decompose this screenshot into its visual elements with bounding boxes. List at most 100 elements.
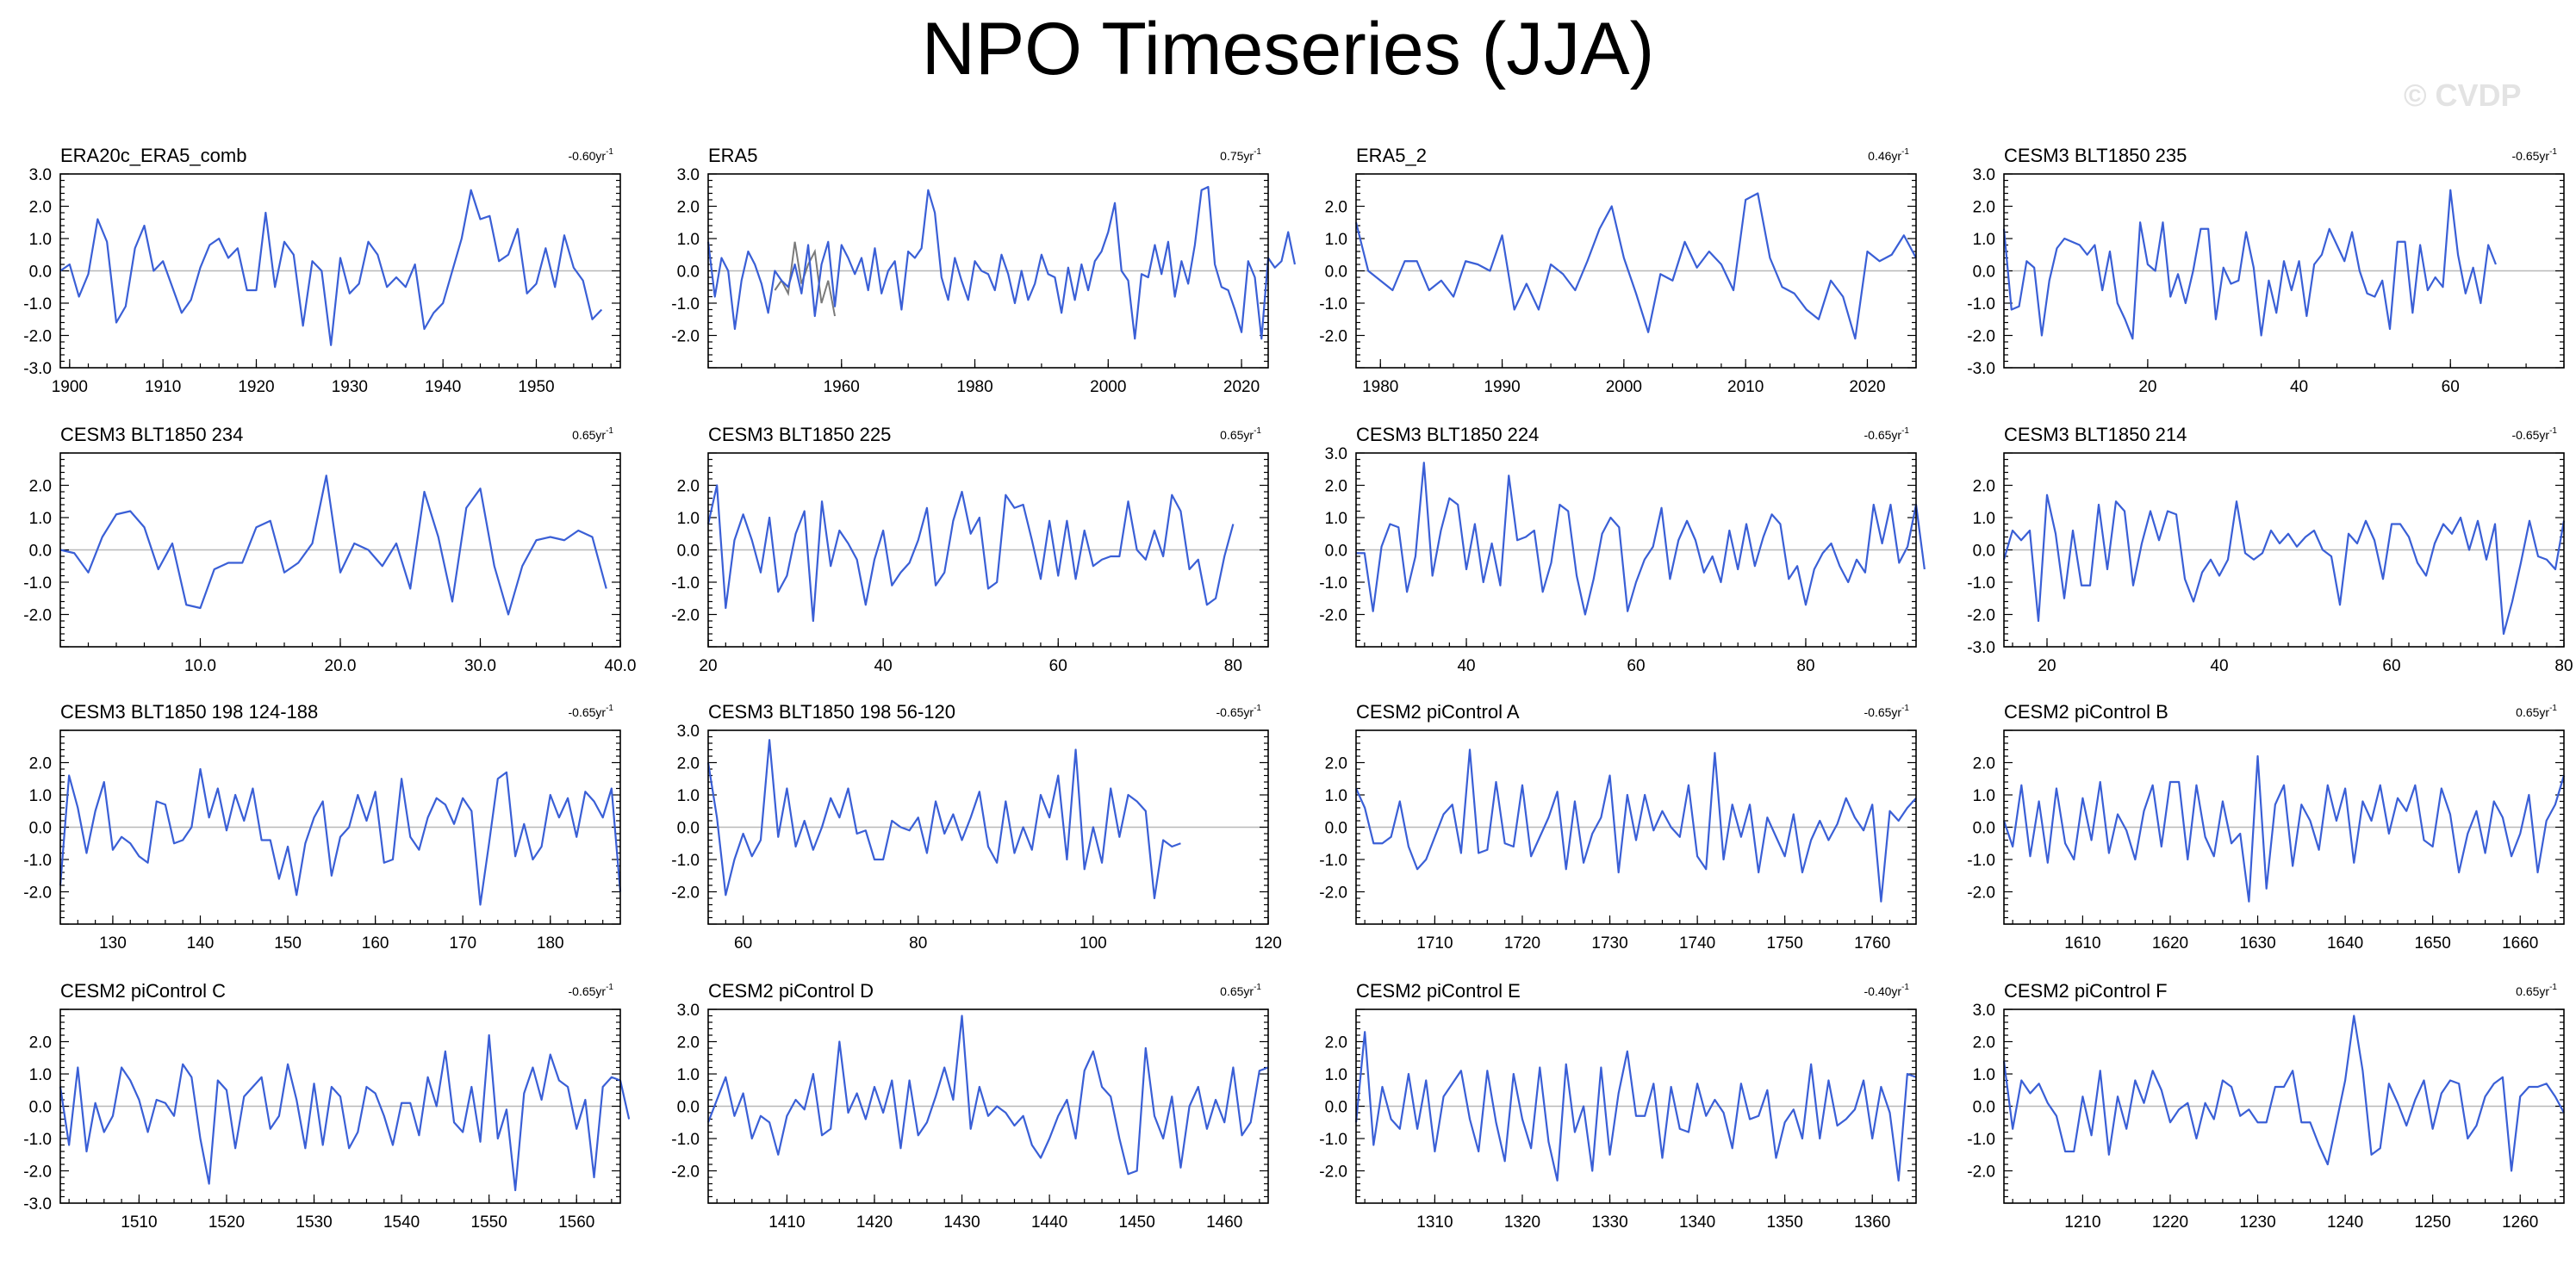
y-tick-label: -1.0 [1967, 574, 1995, 593]
x-tick-label: 60 [2382, 657, 2400, 675]
trend-label: -0.65yr-1 [2512, 147, 2558, 163]
y-tick-label: 2.0 [1973, 1034, 1995, 1052]
x-tick-label: 1540 [383, 1213, 420, 1232]
y-tick-label: -1.0 [23, 574, 52, 593]
trend-exponent: -1 [1901, 983, 1909, 992]
x-tick-label: 20.0 [325, 657, 357, 675]
x-tick-label: 2010 [1727, 378, 1764, 396]
y-tick-label: 1.0 [1973, 510, 1995, 528]
y-tick-label: 1.0 [677, 510, 700, 528]
series-line [1354, 1031, 1917, 1182]
y-tick-label: -2.0 [1319, 1164, 1347, 1182]
x-tick-label: 20 [2138, 378, 2156, 396]
trend-exponent: -1 [1254, 147, 1261, 157]
y-tick-label: -1.0 [671, 574, 700, 593]
y-tick-label: -3.0 [1967, 639, 1995, 657]
x-tick-label: 1720 [1504, 934, 1540, 953]
trend-label: -0.60yr-1 [569, 147, 614, 163]
plot-frame [1355, 452, 1917, 648]
y-tick-label: 1.0 [1973, 787, 1995, 805]
x-tick-label: 1730 [1591, 934, 1627, 953]
y-tick-label: 1.0 [29, 510, 52, 528]
y-tick-label: 1.0 [677, 787, 700, 805]
x-tick-label: 2000 [1606, 378, 1642, 396]
y-tick-label: -1.0 [1967, 852, 1995, 870]
panel-title: CESM2 piControl F [2004, 980, 2168, 1002]
panel-5: CESM3 BLT1850 234 0.65yr-1 2.0 1.0 0.0 -1.0 -2… [23, 424, 636, 675]
y-tick-label: 1.0 [677, 1066, 700, 1084]
x-tick-label: 1260 [2502, 1213, 2538, 1232]
y-tick-label: 0.0 [1325, 264, 1347, 282]
y-tick-label: 2.0 [1973, 199, 1995, 217]
plot-frame [1355, 173, 1917, 369]
x-tick-label: 1520 [208, 1213, 245, 1232]
y-tick-label: 3.0 [677, 723, 700, 741]
x-tick-label: 1460 [1206, 1213, 1242, 1232]
panel-title: CESM3 BLT1850 214 [2004, 424, 2187, 445]
y-tick-label: -2.0 [1967, 328, 1995, 346]
x-tick-label: 180 [537, 934, 564, 953]
x-tick-label: 1610 [2064, 934, 2100, 953]
y-tick-label: 1.0 [29, 231, 52, 249]
x-tick-label: 1980 [1362, 378, 1398, 396]
plot-frame [2003, 173, 2565, 369]
panel-10: CESM3 BLT1850 198 56-120 -0.65yr-1 3.0 2.0 1… [671, 701, 1282, 953]
x-tick-label: 60 [2442, 378, 2460, 396]
y-tick-label: -3.0 [23, 360, 52, 378]
y-tick-label: -2.0 [23, 607, 52, 625]
y-tick-label: -1.0 [1967, 295, 1995, 313]
y-tick-label: 0.0 [677, 820, 700, 838]
panel-7: CESM3 BLT1850 224 -0.65yr-1 3.0 2.0 1.0 0.0 -1… [1319, 424, 1926, 675]
y-tick-label: 2.0 [29, 1034, 52, 1052]
panel-14: CESM2 piControl D 0.65yr-1 3.0 2.0 1.0 0.0 -1.… [671, 980, 1269, 1232]
x-tick-label: 1620 [2152, 934, 2188, 953]
x-tick-label: 1630 [2239, 934, 2275, 953]
trend-label: -0.65yr-1 [1216, 704, 1262, 719]
y-tick-label: 3.0 [1973, 1002, 1995, 1020]
series-line [706, 185, 1297, 340]
trend-exponent: -1 [606, 704, 613, 713]
y-tick-label: 2.0 [1325, 478, 1347, 496]
y-tick-label: -2.0 [1319, 884, 1347, 903]
y-tick-label: -1.0 [671, 295, 700, 313]
y-tick-label: 1.0 [1325, 787, 1347, 805]
x-tick-label: 80 [2554, 657, 2573, 675]
x-tick-label: 120 [1254, 934, 1282, 953]
x-tick-label: 1350 [1767, 1213, 1803, 1232]
trend-exponent: -1 [606, 147, 613, 157]
y-tick-label: -1.0 [23, 852, 52, 870]
x-tick-label: 1510 [121, 1213, 157, 1232]
trend-exponent: -1 [2549, 983, 2557, 992]
x-tick-label: 2000 [1090, 378, 1126, 396]
series-line [59, 1033, 631, 1192]
panel-4: CESM3 BLT1850 235 -0.65yr-1 3.0 2.0 1.0 0.0 -1… [1967, 145, 2565, 396]
plot-frame [707, 452, 1269, 648]
x-tick-label: 1660 [2502, 934, 2538, 953]
series-line [2002, 754, 2566, 903]
series-line [59, 475, 607, 616]
x-tick-label: 40.0 [605, 657, 637, 675]
x-tick-label: 60 [734, 934, 752, 953]
trend-exponent: -1 [1254, 983, 1261, 992]
series-line [1356, 462, 1926, 616]
x-tick-label: 30.0 [464, 657, 496, 675]
panel-11: CESM2 piControl A -0.65yr-1 2.0 1.0 0.0 -1.0 -… [1319, 701, 1917, 953]
y-tick-label: -3.0 [23, 1195, 52, 1213]
y-tick-label: -1.0 [1319, 852, 1347, 870]
y-tick-label: -2.0 [671, 884, 700, 903]
y-tick-label: 2.0 [29, 199, 52, 217]
y-tick-label: 0.0 [1973, 543, 1995, 561]
series-line [59, 767, 622, 906]
x-tick-label: 130 [99, 934, 127, 953]
y-tick-label: 0.0 [1973, 264, 1995, 282]
trend-exponent: -1 [606, 983, 613, 992]
panel-title: CESM3 BLT1850 198 124-188 [60, 701, 318, 723]
plot-frame [1355, 729, 1917, 925]
y-tick-label: 1.0 [677, 231, 700, 249]
series-line [1354, 192, 1917, 340]
y-tick-label: 0.0 [1325, 1099, 1347, 1117]
y-tick-label: 1.0 [1973, 1066, 1995, 1084]
x-tick-label: 140 [187, 934, 215, 953]
x-tick-label: 1920 [238, 378, 274, 396]
x-tick-label: 1990 [1484, 378, 1520, 396]
